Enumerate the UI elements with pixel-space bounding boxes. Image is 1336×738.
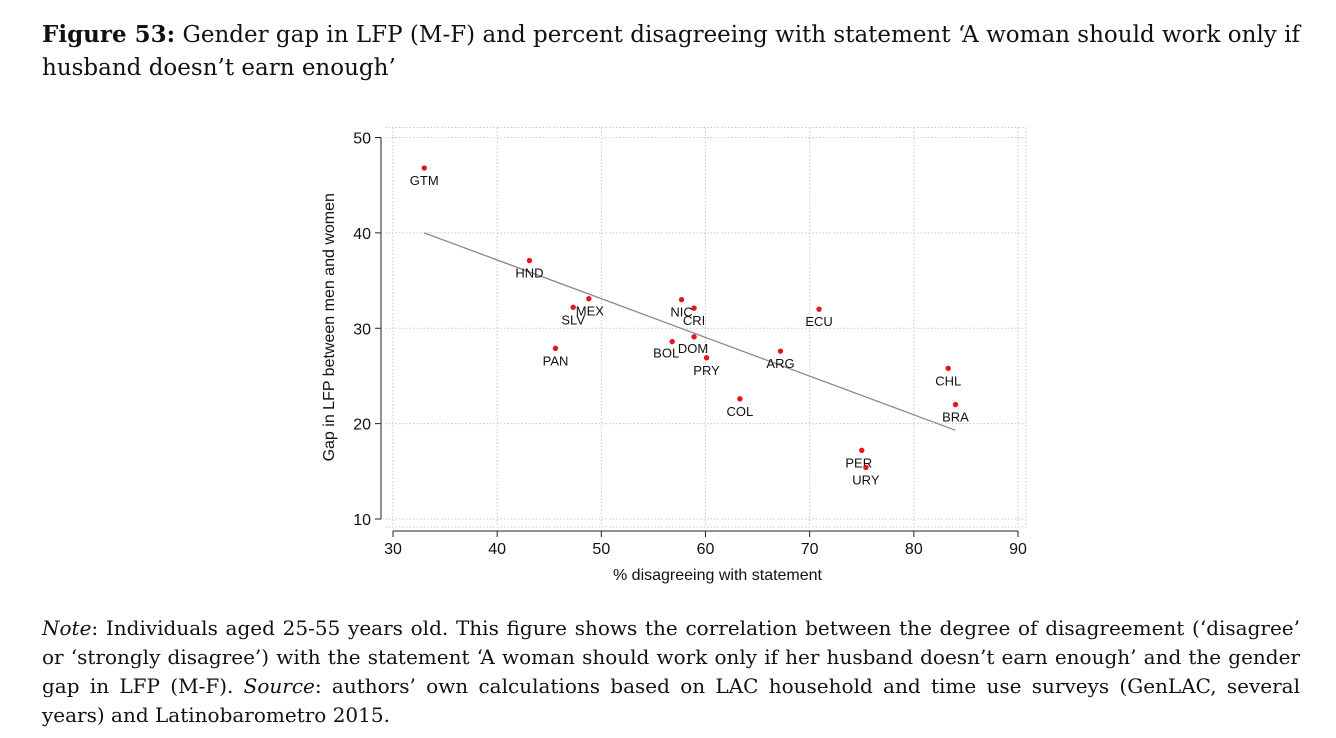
point-label-slv: SLV (561, 312, 585, 327)
point-label-nic: NIC (670, 305, 692, 320)
source-label: Source (243, 674, 315, 698)
data-point-chl (945, 365, 951, 372)
point-label-mex: MEX (576, 304, 605, 319)
point-label-ury: URY (852, 472, 880, 487)
source-text: : authors’ own calculations based on LAC… (42, 674, 1300, 727)
note-label: Note (42, 616, 92, 640)
data-point-gtm (421, 165, 427, 171)
figure-label: Figure 53: (42, 21, 176, 48)
data-point-hnd (526, 257, 533, 264)
point-label-bra: BRA (942, 410, 969, 425)
x-tick-label: 30 (384, 541, 402, 558)
y-tick-label: 30 (353, 321, 371, 338)
point-label-chl: CHL (935, 373, 961, 388)
data-point-dom (691, 334, 697, 340)
axes: 10 20 30 40 50 30 40 50 60 70 80 90 (353, 131, 1027, 559)
data-point-ury (863, 464, 869, 471)
fit-line (424, 232, 956, 431)
data-point-bra (952, 401, 959, 408)
fit-line-group (424, 232, 956, 431)
y-axis-label: Gap in LFP between men and women (321, 193, 338, 461)
point-label-bol: BOL (653, 346, 679, 361)
point-label-dom: DOM (678, 341, 708, 356)
figure-caption: Figure 53: Gender gap in LFP (M-F) and p… (42, 18, 1300, 85)
point-label-cri: CRI (683, 313, 705, 328)
data-point-nic (678, 296, 685, 303)
y-tick-label: 10 (353, 512, 371, 529)
grid-lines (385, 127, 1027, 528)
point-label-hnd: HND (515, 266, 543, 281)
y-tick-label: 50 (353, 131, 371, 148)
y-tick-label: 40 (353, 226, 371, 243)
data-point-cri (691, 305, 697, 311)
x-tick-label: 50 (592, 541, 610, 558)
point-label-col: COL (727, 404, 754, 419)
data-point-mex (586, 295, 592, 302)
data-point-per (859, 447, 865, 454)
data-point-pry (703, 355, 710, 361)
x-tick-label: 90 (1009, 541, 1027, 558)
x-tick-label: 80 (905, 541, 923, 558)
data-point-arg (777, 348, 784, 354)
data-point-col (737, 396, 743, 402)
x-tick-label: 40 (488, 541, 506, 558)
point-label-gtm: GTM (410, 173, 439, 188)
point-label-arg: ARG (766, 356, 794, 371)
figure-title: Gender gap in LFP (M-F) and percent disa… (42, 22, 1300, 81)
point-label-pan: PAN (543, 353, 569, 368)
data-point-ecu (816, 306, 822, 312)
x-tick-label: 70 (801, 541, 819, 558)
x-tick-label: 60 (697, 541, 715, 558)
x-axis-label: % disagreeing with statement (613, 567, 823, 584)
data-point-bol (669, 338, 675, 345)
figure-note: Note: Individuals aged 25-55 years old. … (42, 614, 1300, 730)
note-text: : Individuals aged 25-55 years old. This… (42, 616, 1300, 698)
point-label-pry: PRY (693, 363, 720, 378)
point-label-ecu: ECU (805, 314, 832, 329)
data-point-pan (552, 345, 559, 351)
y-tick-label: 20 (353, 417, 371, 434)
data-point-slv (570, 304, 576, 310)
